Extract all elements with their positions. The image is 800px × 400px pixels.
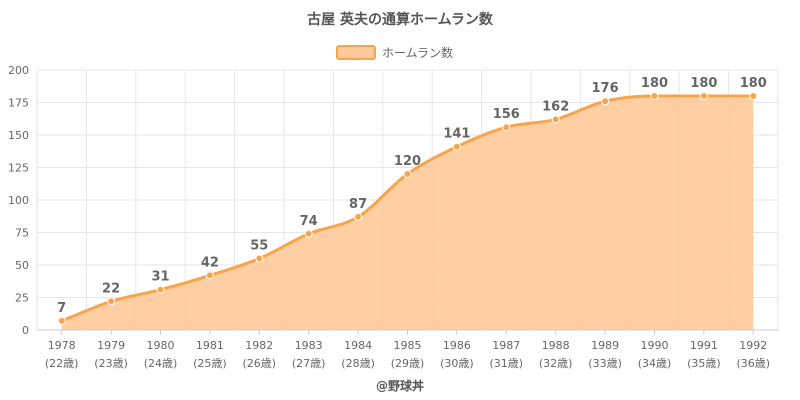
data-label: 31 xyxy=(151,270,169,285)
data-label: 120 xyxy=(394,154,421,169)
x-tick-sublabel: (32歳) xyxy=(539,357,573,370)
data-point xyxy=(304,229,313,238)
data-label: 176 xyxy=(592,81,619,96)
legend-label: ホームラン数 xyxy=(382,45,453,60)
x-tick-label: 1984 xyxy=(344,339,372,352)
data-point xyxy=(107,297,116,306)
y-tick-label: 125 xyxy=(8,162,29,175)
y-tick-label: 150 xyxy=(8,129,29,142)
data-point xyxy=(601,97,610,106)
x-tick-sublabel: (29歳) xyxy=(391,357,425,370)
data-point xyxy=(452,142,461,151)
y-tick-label: 25 xyxy=(15,292,29,305)
legend[interactable]: ホームラン数 xyxy=(336,45,453,60)
data-label: 74 xyxy=(300,214,318,229)
x-tick-sublabel: (30歳) xyxy=(440,357,474,370)
y-tick-label: 175 xyxy=(8,97,29,110)
x-tick-sublabel: (35歳) xyxy=(687,357,721,370)
x-tick-label: 1992 xyxy=(739,339,767,352)
x-tick-sublabel: (24歳) xyxy=(144,357,178,370)
x-tick-sublabel: (36歳) xyxy=(737,357,771,370)
data-point xyxy=(403,170,412,178)
data-point xyxy=(502,123,511,132)
data-point xyxy=(156,285,165,294)
x-tick-label: 1978 xyxy=(48,339,76,352)
x-tick-label: 1980 xyxy=(147,339,175,352)
data-point xyxy=(354,212,363,221)
x-tick-label: 1987 xyxy=(492,339,520,352)
x-tick-sublabel: (33歳) xyxy=(588,357,622,370)
series-area xyxy=(61,96,754,330)
data-label: 55 xyxy=(250,239,268,254)
data-label: 180 xyxy=(690,76,717,91)
data-label: 141 xyxy=(443,127,470,142)
x-tick-sublabel: (27歳) xyxy=(292,357,326,370)
data-point xyxy=(749,92,758,100)
data-point xyxy=(650,92,659,100)
legend-swatch xyxy=(336,45,376,60)
x-tick-sublabel: (23歳) xyxy=(94,357,128,370)
data-point xyxy=(255,254,264,263)
data-label: 42 xyxy=(201,255,219,270)
x-tick-label: 1990 xyxy=(641,339,669,352)
x-tick-sublabel: (31歳) xyxy=(490,357,524,370)
x-tick-label: 1979 xyxy=(97,339,125,352)
data-label: 22 xyxy=(102,281,120,296)
data-point xyxy=(205,271,214,280)
data-label: 180 xyxy=(740,76,767,91)
y-tick-label: 75 xyxy=(15,227,29,240)
x-tick-sublabel: (28歳) xyxy=(341,357,375,370)
x-tick-label: 1986 xyxy=(443,339,471,352)
data-labels: 7 22 31 42 55 74 87 120 141 156 162 176 180 180 180 xyxy=(57,76,767,316)
data-label: 87 xyxy=(349,197,367,212)
x-tick-label: 1985 xyxy=(394,339,422,352)
data-points xyxy=(57,92,758,325)
y-tick-label: 50 xyxy=(15,259,29,272)
y-tick-label: 100 xyxy=(8,194,29,207)
data-label: 156 xyxy=(493,107,520,122)
x-tick-sublabel: (25歳) xyxy=(193,357,227,370)
data-label: 180 xyxy=(641,76,668,91)
y-tick-label: 200 xyxy=(8,64,29,77)
x-tick-label: 1991 xyxy=(690,339,718,352)
data-point xyxy=(699,92,708,100)
x-tick-label: 1983 xyxy=(295,339,323,352)
x-axis: 1978 (22歳) 1979 (23歳) 1980 (24歳) 1981 (25歳) 1982… xyxy=(45,330,770,370)
y-tick-label: 0 xyxy=(22,324,29,337)
data-point xyxy=(57,316,66,325)
x-tick-label: 1982 xyxy=(245,339,273,352)
y-axis: 0 25 50 75 100 125 150 175 200 xyxy=(8,64,29,337)
data-point xyxy=(551,115,560,124)
data-label: 162 xyxy=(542,99,569,114)
x-tick-sublabel: (34歳) xyxy=(638,357,672,370)
x-tick-label: 1988 xyxy=(542,339,570,352)
x-tick-label: 1981 xyxy=(196,339,224,352)
x-tick-sublabel: (26歳) xyxy=(243,357,277,370)
x-tick-label: 1989 xyxy=(591,339,619,352)
credit-text: @野球丼 xyxy=(376,378,424,393)
x-tick-sublabel: (22歳) xyxy=(45,357,79,370)
data-label: 7 xyxy=(57,301,66,316)
chart-title: 古屋 英夫の通算ホームラン数 xyxy=(307,11,494,28)
